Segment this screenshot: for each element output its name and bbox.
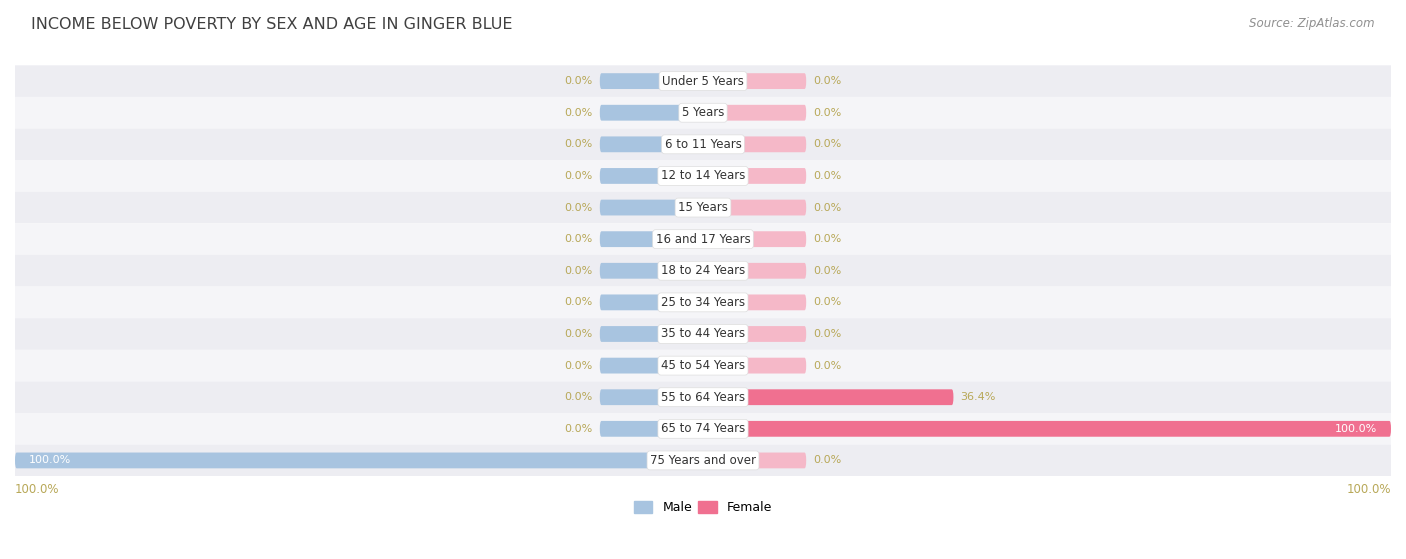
Text: 0.0%: 0.0% xyxy=(813,456,841,466)
Text: 0.0%: 0.0% xyxy=(565,266,593,276)
FancyBboxPatch shape xyxy=(15,255,1391,287)
Text: 18 to 24 Years: 18 to 24 Years xyxy=(661,264,745,277)
Text: INCOME BELOW POVERTY BY SEX AND AGE IN GINGER BLUE: INCOME BELOW POVERTY BY SEX AND AGE IN G… xyxy=(31,17,512,32)
FancyBboxPatch shape xyxy=(703,358,806,373)
FancyBboxPatch shape xyxy=(15,453,703,468)
Text: 100.0%: 100.0% xyxy=(1347,482,1391,496)
FancyBboxPatch shape xyxy=(15,381,1391,413)
FancyBboxPatch shape xyxy=(703,453,806,468)
Text: 5 Years: 5 Years xyxy=(682,106,724,119)
Text: 0.0%: 0.0% xyxy=(813,234,841,244)
Text: 100.0%: 100.0% xyxy=(1334,424,1378,434)
Legend: Male, Female: Male, Female xyxy=(628,496,778,519)
Text: 100.0%: 100.0% xyxy=(15,482,59,496)
Text: 55 to 64 Years: 55 to 64 Years xyxy=(661,391,745,404)
Text: 0.0%: 0.0% xyxy=(565,76,593,86)
Text: 15 Years: 15 Years xyxy=(678,201,728,214)
FancyBboxPatch shape xyxy=(703,421,1391,437)
Text: 0.0%: 0.0% xyxy=(813,171,841,181)
FancyBboxPatch shape xyxy=(703,389,953,405)
Text: 0.0%: 0.0% xyxy=(565,108,593,118)
FancyBboxPatch shape xyxy=(600,73,703,89)
FancyBboxPatch shape xyxy=(600,326,703,342)
FancyBboxPatch shape xyxy=(703,263,806,279)
Text: 0.0%: 0.0% xyxy=(565,329,593,339)
Text: 0.0%: 0.0% xyxy=(813,76,841,86)
Text: 16 and 17 Years: 16 and 17 Years xyxy=(655,233,751,245)
FancyBboxPatch shape xyxy=(15,65,1391,97)
Text: 0.0%: 0.0% xyxy=(565,424,593,434)
FancyBboxPatch shape xyxy=(703,168,806,184)
Text: 0.0%: 0.0% xyxy=(565,139,593,149)
Text: 0.0%: 0.0% xyxy=(813,329,841,339)
FancyBboxPatch shape xyxy=(600,136,703,152)
Text: 0.0%: 0.0% xyxy=(565,361,593,371)
FancyBboxPatch shape xyxy=(600,168,703,184)
FancyBboxPatch shape xyxy=(600,421,703,437)
FancyBboxPatch shape xyxy=(600,295,703,310)
FancyBboxPatch shape xyxy=(600,358,703,373)
FancyBboxPatch shape xyxy=(15,444,1391,476)
FancyBboxPatch shape xyxy=(600,263,703,279)
FancyBboxPatch shape xyxy=(15,318,1391,350)
Text: 0.0%: 0.0% xyxy=(813,297,841,307)
Text: 36.4%: 36.4% xyxy=(960,392,995,402)
FancyBboxPatch shape xyxy=(703,105,806,121)
Text: 45 to 54 Years: 45 to 54 Years xyxy=(661,359,745,372)
FancyBboxPatch shape xyxy=(15,224,1391,255)
FancyBboxPatch shape xyxy=(15,413,1391,444)
Text: 65 to 74 Years: 65 to 74 Years xyxy=(661,422,745,435)
FancyBboxPatch shape xyxy=(15,350,1391,381)
FancyBboxPatch shape xyxy=(15,97,1391,129)
FancyBboxPatch shape xyxy=(703,231,806,247)
FancyBboxPatch shape xyxy=(703,295,806,310)
Text: 0.0%: 0.0% xyxy=(565,297,593,307)
Text: 6 to 11 Years: 6 to 11 Years xyxy=(665,138,741,151)
FancyBboxPatch shape xyxy=(600,231,703,247)
Text: 35 to 44 Years: 35 to 44 Years xyxy=(661,328,745,340)
Text: Source: ZipAtlas.com: Source: ZipAtlas.com xyxy=(1250,17,1375,30)
Text: 0.0%: 0.0% xyxy=(813,202,841,212)
Text: 100.0%: 100.0% xyxy=(28,456,72,466)
FancyBboxPatch shape xyxy=(703,200,806,215)
Text: 0.0%: 0.0% xyxy=(813,361,841,371)
Text: 0.0%: 0.0% xyxy=(565,171,593,181)
FancyBboxPatch shape xyxy=(600,200,703,215)
Text: 0.0%: 0.0% xyxy=(813,108,841,118)
FancyBboxPatch shape xyxy=(15,129,1391,160)
Text: 12 to 14 Years: 12 to 14 Years xyxy=(661,169,745,182)
FancyBboxPatch shape xyxy=(600,389,703,405)
FancyBboxPatch shape xyxy=(15,160,1391,192)
FancyBboxPatch shape xyxy=(15,192,1391,224)
Text: 0.0%: 0.0% xyxy=(565,392,593,402)
FancyBboxPatch shape xyxy=(15,287,1391,318)
Text: 0.0%: 0.0% xyxy=(565,202,593,212)
Text: 0.0%: 0.0% xyxy=(813,139,841,149)
FancyBboxPatch shape xyxy=(703,326,806,342)
Text: 25 to 34 Years: 25 to 34 Years xyxy=(661,296,745,309)
Text: 0.0%: 0.0% xyxy=(565,234,593,244)
Text: 0.0%: 0.0% xyxy=(813,266,841,276)
FancyBboxPatch shape xyxy=(703,73,806,89)
FancyBboxPatch shape xyxy=(600,105,703,121)
Text: Under 5 Years: Under 5 Years xyxy=(662,74,744,88)
FancyBboxPatch shape xyxy=(703,136,806,152)
Text: 75 Years and over: 75 Years and over xyxy=(650,454,756,467)
